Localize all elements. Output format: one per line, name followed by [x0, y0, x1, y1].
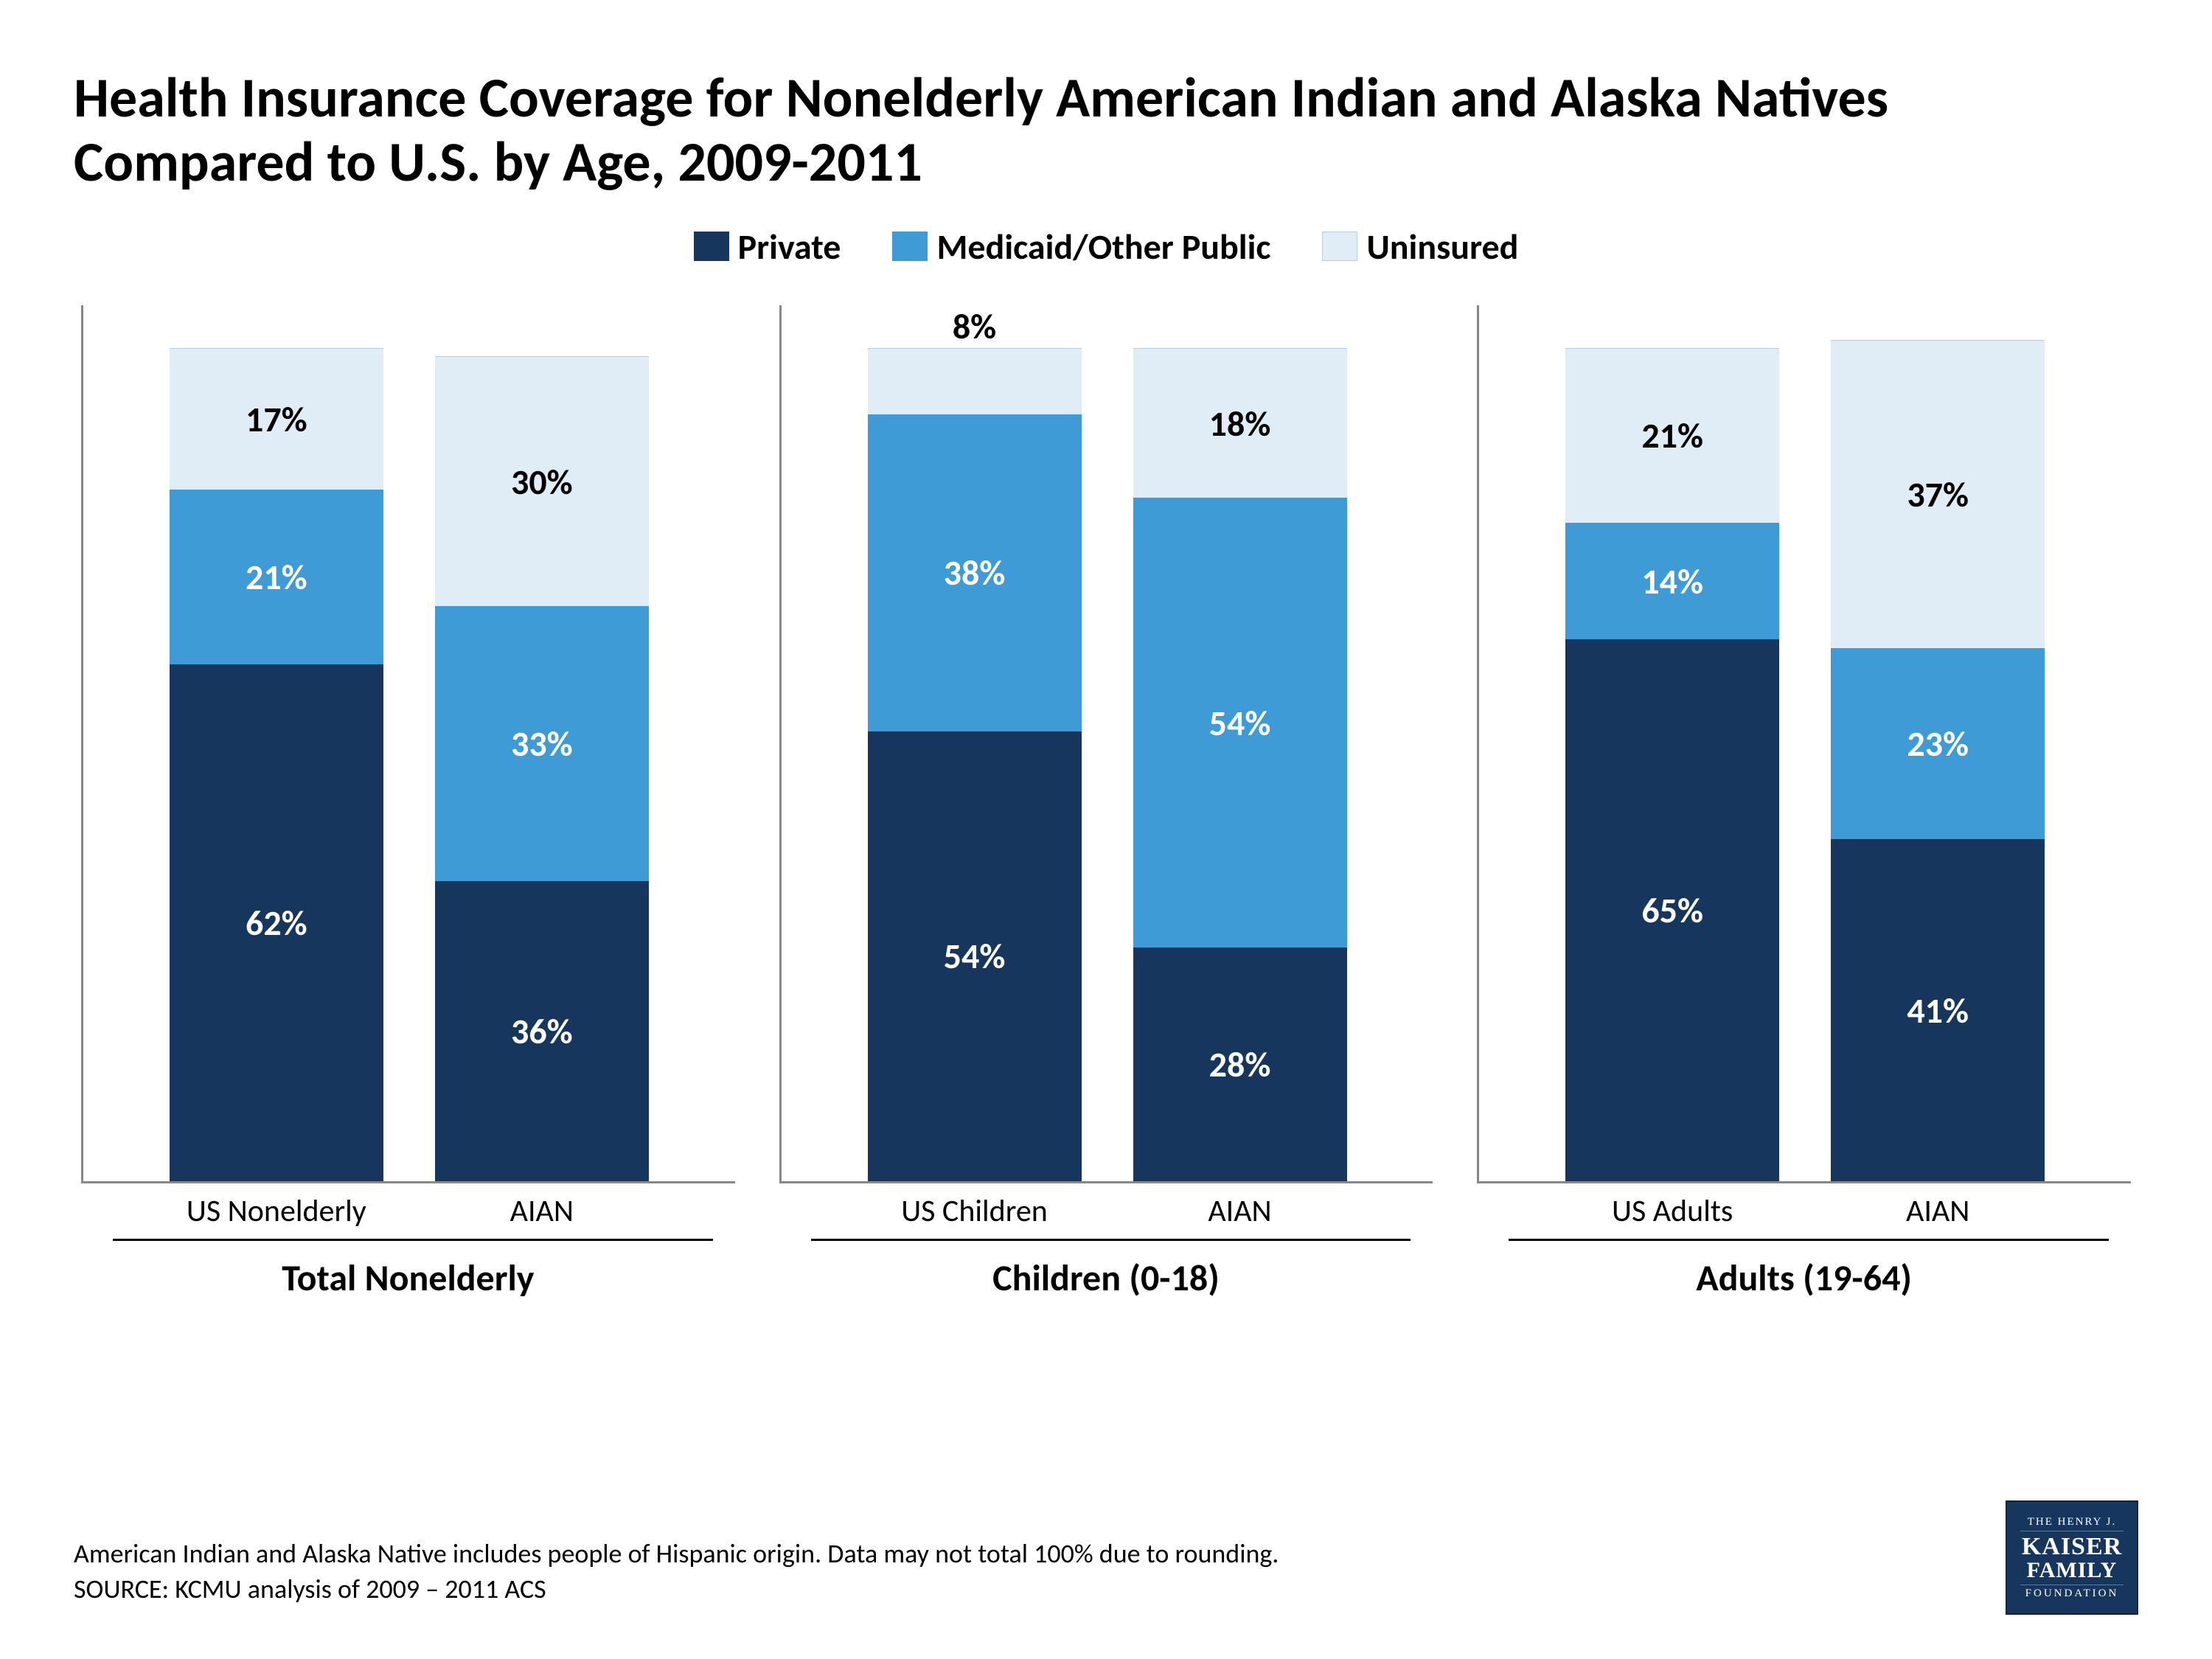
bar-segment-uninsured: 17%	[170, 348, 383, 490]
bar-segment-value: 36%	[511, 1009, 573, 1053]
bar-segment-medicaid: 23%	[1831, 648, 2045, 840]
bar-xlabel: US Children	[868, 1192, 1082, 1230]
bar-segment-uninsured: 37%	[1831, 340, 2045, 648]
bar-segment-private: 54%	[868, 731, 1082, 1181]
bar-segment-uninsured: 21%	[1565, 348, 1779, 523]
bar-segment-value: 62%	[246, 901, 307, 945]
bar-segment-medicaid: 21%	[170, 490, 383, 664]
group-divider	[811, 1239, 1411, 1241]
bar-column: 54% 38% 8%	[868, 348, 1082, 1181]
stacked-bar: 62% 21% 17%	[170, 348, 383, 1181]
bar-segment-value: 28%	[1209, 1043, 1271, 1086]
bars-row: 54% 38% 8% 28% 54% 18%	[779, 305, 1433, 1183]
bar-column: 36% 33% 30%	[435, 356, 649, 1181]
bar-column: 28% 54% 18%	[1133, 348, 1347, 1181]
bar-xlabel: AIAN	[1831, 1192, 2045, 1230]
bar-segment-value: 14%	[1641, 560, 1703, 603]
logo-line-4: FOUNDATION	[2020, 1585, 2124, 1599]
legend-swatch	[1322, 232, 1357, 261]
group-divider	[113, 1239, 713, 1241]
bar-segment-private: 41%	[1831, 839, 2045, 1180]
bar-segment-medicaid: 54%	[1133, 498, 1347, 947]
logo-line-2: KAISER	[2022, 1534, 2122, 1559]
bar-column: 65% 14% 21%	[1565, 348, 1779, 1181]
legend-item-uninsured: Uninsured	[1322, 225, 1518, 268]
bar-segment-private: 36%	[435, 881, 649, 1181]
bar-segment-value: 37%	[1907, 473, 1969, 516]
bar-segment-value: 21%	[1641, 414, 1703, 457]
bar-segment-value: 54%	[944, 934, 1006, 978]
bar-column: 41% 23% 37%	[1831, 340, 2045, 1181]
bars-row: 65% 14% 21% 41% 23% 37%	[1477, 305, 2131, 1183]
bar-xlabel: US Nonelderly	[170, 1192, 383, 1230]
bar-segment-uninsured: 18%	[1133, 348, 1347, 498]
bar-column: 62% 21% 17%	[170, 348, 383, 1181]
group-title: Adults (19-64)	[1477, 1256, 2131, 1301]
chart-area: 62% 21% 17% 36% 33% 30% US Nonelderly AIAN Total…	[74, 305, 2138, 1301]
stacked-bar: 65% 14% 21%	[1565, 348, 1779, 1181]
stacked-bar: 28% 54% 18%	[1133, 348, 1347, 1181]
bar-xlabel: AIAN	[435, 1192, 649, 1230]
bar-segment-value: 33%	[511, 722, 573, 765]
group-divider	[1509, 1239, 2109, 1241]
stacked-bar: 41% 23% 37%	[1831, 340, 2045, 1181]
legend-label: Uninsured	[1366, 225, 1518, 268]
group-title: Total Nonelderly	[81, 1256, 735, 1301]
bar-segment-private: 28%	[1133, 947, 1347, 1180]
legend-swatch	[694, 232, 729, 261]
legend-swatch	[892, 232, 928, 261]
xlabels-row: US Children AIAN	[779, 1183, 1433, 1230]
bar-segment-value: 23%	[1907, 722, 1969, 765]
logo-line-3: FAMILY	[2027, 1559, 2118, 1582]
legend-label: Medicaid/Other Public	[936, 225, 1270, 268]
bar-segment-value: 17%	[246, 397, 307, 441]
legend-label: Private	[738, 225, 841, 268]
bar-segment-value: 38%	[944, 551, 1006, 594]
bar-segment-value: 65%	[1641, 888, 1703, 932]
footer: American Indian and Alaska Native includ…	[74, 1536, 2138, 1607]
legend-item-private: Private	[694, 225, 841, 268]
bar-segment-value: 18%	[1209, 402, 1271, 445]
footnote-line-1: American Indian and Alaska Native includ…	[74, 1536, 2138, 1572]
bar-segment-private: 62%	[170, 664, 383, 1181]
legend-item-medicaid: Medicaid/Other Public	[892, 225, 1270, 268]
chart-group: 62% 21% 17% 36% 33% 30% US Nonelderly AIAN Total…	[81, 305, 735, 1301]
kaiser-logo: THE HENRY J. KAISER FAMILY FOUNDATION	[2006, 1500, 2138, 1615]
stacked-bar: 36% 33% 30%	[435, 356, 649, 1181]
bar-segment-uninsured: 30%	[435, 356, 649, 606]
xlabels-row: US Adults AIAN	[1477, 1183, 2131, 1230]
bar-xlabel: US Adults	[1565, 1192, 1779, 1230]
bar-segment-value: 41%	[1907, 989, 1969, 1032]
bar-segment-value: 21%	[246, 555, 307, 599]
bars-row: 62% 21% 17% 36% 33% 30%	[81, 305, 735, 1183]
bar-segment-medicaid: 33%	[435, 606, 649, 881]
logo-line-1: THE HENRY J.	[2020, 1517, 2124, 1531]
bar-xlabel: AIAN	[1133, 1192, 1347, 1230]
bar-segment-medicaid: 38%	[868, 414, 1082, 731]
chart-title: Health Insurance Coverage for Nonelderly…	[74, 66, 2138, 195]
stacked-bar: 54% 38% 8%	[868, 348, 1082, 1181]
chart-group: 54% 38% 8% 28% 54% 18% US Children AIAN Children…	[779, 305, 1433, 1301]
footnote-line-2: SOURCE: KCMU analysis of 2009 – 2011 ACS	[74, 1571, 2138, 1607]
bar-segment-uninsured: 8%	[868, 348, 1082, 414]
chart-group: 65% 14% 21% 41% 23% 37% US Adults AIAN Adults (1…	[1477, 305, 2131, 1301]
bar-segment-medicaid: 14%	[1565, 523, 1779, 639]
legend: Private Medicaid/Other Public Uninsured	[74, 225, 2138, 268]
bar-segment-value: 30%	[511, 460, 573, 504]
bar-segment-value: 8%	[953, 305, 996, 348]
xlabels-row: US Nonelderly AIAN	[81, 1183, 735, 1230]
group-title: Children (0-18)	[779, 1256, 1433, 1301]
bar-segment-private: 65%	[1565, 639, 1779, 1181]
bar-segment-value: 54%	[1209, 701, 1271, 745]
